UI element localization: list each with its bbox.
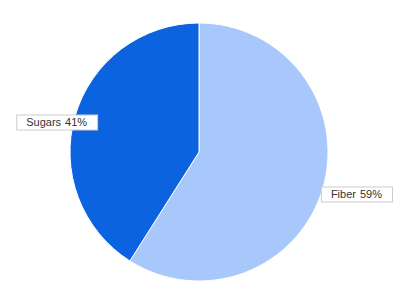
data-label: Fiber 59% [321, 187, 392, 202]
slices [70, 23, 328, 281]
pie-slice [70, 23, 199, 261]
label-text: Sugars 41% [26, 116, 87, 128]
label-value: 41% [65, 116, 87, 128]
label-text: Fiber 59% [331, 188, 382, 200]
label-box [17, 115, 98, 130]
label-box [321, 187, 392, 202]
label-value: 59% [360, 188, 382, 200]
label-category: Sugars [26, 116, 61, 128]
label-category: Fiber [331, 188, 356, 200]
labels: Fiber 59% Sugars 41% [17, 115, 393, 202]
data-label: Sugars 41% [17, 115, 98, 130]
chart: Fiber 59% Sugars 41% [0, 0, 400, 308]
